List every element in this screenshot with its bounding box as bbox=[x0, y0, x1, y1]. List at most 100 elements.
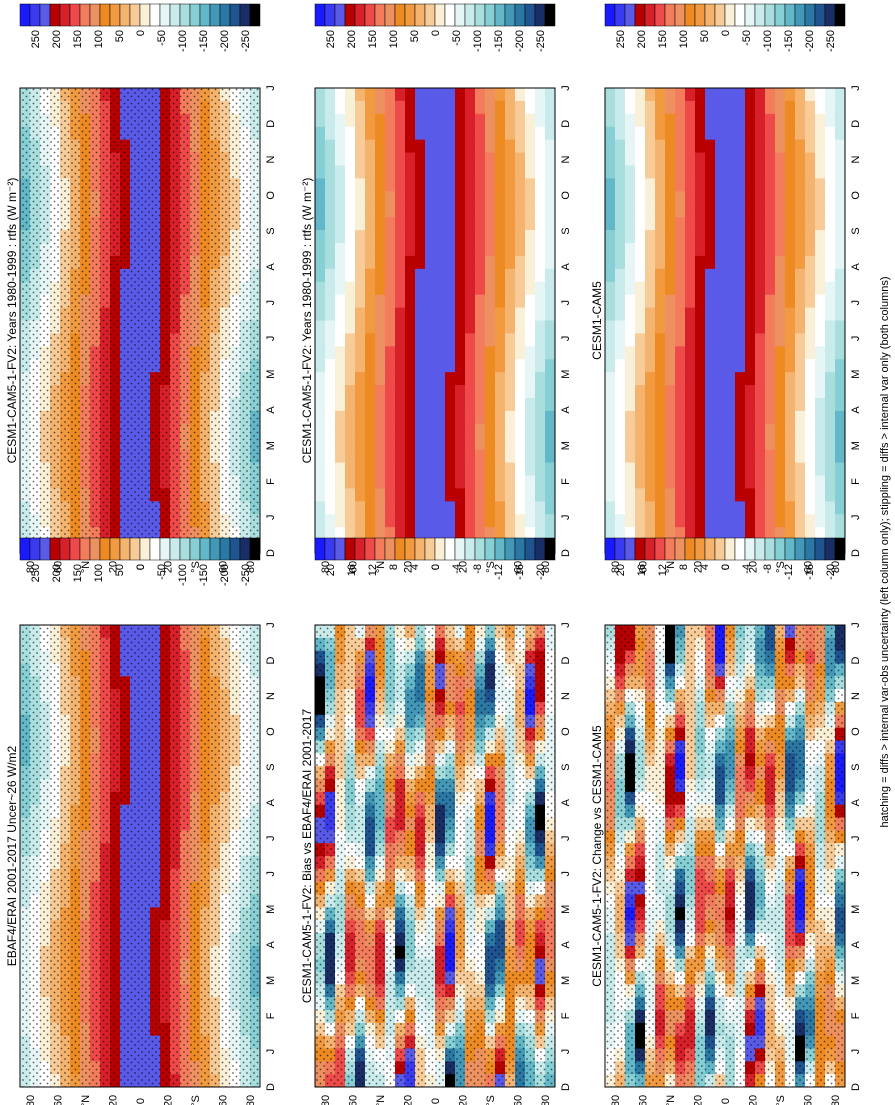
heatmap-cell bbox=[475, 113, 486, 128]
heatmap-cell bbox=[745, 126, 756, 141]
heatmap-cell bbox=[745, 514, 756, 528]
colorbar-swatch bbox=[39, 3, 51, 27]
heatmap-cell bbox=[605, 178, 616, 192]
heatmap-cell bbox=[405, 217, 416, 231]
heatmap-cell bbox=[425, 191, 436, 205]
heatmap-cell bbox=[775, 410, 786, 425]
month-tick-label: M bbox=[850, 441, 862, 450]
heatmap-cell bbox=[545, 255, 556, 270]
colorbar-label: -200 bbox=[219, 564, 231, 586]
heatmap-cell bbox=[535, 243, 546, 257]
heatmap-cell bbox=[405, 88, 416, 102]
heatmap-cell bbox=[395, 165, 406, 179]
heatmap-cell bbox=[765, 436, 776, 451]
heatmap-cell bbox=[335, 152, 346, 166]
heatmap-cell bbox=[505, 88, 516, 102]
heatmap-cell bbox=[345, 100, 356, 115]
heatmap-cell bbox=[525, 268, 536, 283]
colorbar-label: 4 bbox=[699, 564, 711, 570]
heatmap-cell bbox=[465, 281, 476, 296]
heatmap-cell bbox=[605, 320, 616, 334]
heatmap-cell bbox=[615, 152, 626, 166]
heatmap-cell bbox=[505, 191, 516, 205]
heatmap-cell bbox=[665, 152, 676, 166]
heatmap-cell bbox=[655, 204, 666, 218]
colorbar-label: -150 bbox=[783, 30, 795, 52]
colorbar-swatch bbox=[784, 537, 796, 561]
heatmap-cell bbox=[455, 398, 466, 412]
heatmap-cell bbox=[695, 436, 706, 451]
lat-tick-label: 20 bbox=[403, 1095, 415, 1105]
heatmap-cell bbox=[535, 449, 546, 464]
heatmap-cell bbox=[775, 268, 786, 283]
plot-frame bbox=[19, 624, 261, 1088]
heatmap-cell bbox=[815, 191, 826, 205]
heatmap-cell bbox=[795, 88, 806, 102]
heatmap-cell bbox=[625, 527, 636, 541]
colorbar-swatch bbox=[89, 537, 101, 561]
heatmap-cell bbox=[535, 255, 546, 270]
heatmap-cell bbox=[735, 230, 746, 244]
heatmap-cell bbox=[545, 243, 556, 257]
heatmap-cell bbox=[515, 113, 526, 128]
heatmap-cell bbox=[835, 449, 846, 464]
heatmap-cell bbox=[795, 230, 806, 244]
heatmap-cell bbox=[615, 243, 626, 257]
heatmap-cell bbox=[795, 423, 806, 438]
heatmap-cell bbox=[685, 475, 696, 489]
heatmap-cell bbox=[465, 475, 476, 489]
heatmap-cell bbox=[545, 398, 556, 412]
heatmap-cell bbox=[365, 359, 376, 373]
heatmap-cell bbox=[395, 501, 406, 515]
heatmap-cell bbox=[375, 204, 386, 218]
heatmap-cell bbox=[755, 514, 766, 528]
heatmap-cell bbox=[715, 475, 726, 489]
heatmap-cell bbox=[455, 113, 466, 128]
heatmap-cell bbox=[755, 398, 766, 412]
colorbar-swatch bbox=[344, 3, 356, 27]
heatmap-cell bbox=[495, 320, 506, 334]
heatmap-cell bbox=[355, 139, 366, 154]
heatmap-cell bbox=[805, 126, 816, 141]
heatmap-cell bbox=[805, 191, 816, 205]
heatmap-cell bbox=[645, 410, 656, 425]
heatmap-cell bbox=[475, 398, 486, 412]
heatmap-cell bbox=[755, 152, 766, 166]
heatmap-cell bbox=[515, 320, 526, 334]
heatmap-cell bbox=[825, 255, 836, 270]
colorbar-swatch bbox=[724, 537, 736, 561]
heatmap-cell bbox=[755, 385, 766, 399]
heatmap-cell bbox=[385, 423, 396, 438]
heatmap-cell bbox=[625, 113, 636, 128]
heatmap-cell bbox=[535, 126, 546, 141]
heatmap-cell bbox=[415, 307, 426, 321]
heatmap-cell bbox=[765, 152, 776, 166]
heatmap-cell bbox=[765, 178, 776, 192]
heatmap-cell bbox=[605, 462, 616, 476]
colorbar-swatch bbox=[49, 3, 61, 27]
colorbar-swatch bbox=[109, 3, 121, 27]
heatmap-cell bbox=[635, 462, 646, 476]
heatmap-cell bbox=[625, 462, 636, 476]
heatmap-cell bbox=[465, 372, 476, 386]
stipple-overlay bbox=[315, 625, 555, 1087]
heatmap-cell bbox=[635, 165, 646, 179]
heatmap-cell bbox=[415, 178, 426, 192]
heatmap-cell bbox=[775, 204, 786, 218]
heatmap-cell bbox=[545, 152, 556, 166]
heatmap-cell bbox=[445, 372, 456, 386]
heatmap-cell bbox=[675, 165, 686, 179]
heatmap-cell bbox=[525, 398, 536, 412]
heatmap-cell bbox=[415, 126, 426, 141]
heatmap-cell bbox=[635, 527, 646, 541]
heatmap-cell bbox=[625, 501, 636, 515]
heatmap-cell bbox=[725, 398, 736, 412]
heatmap-cell bbox=[725, 501, 736, 515]
heatmap-cell bbox=[775, 113, 786, 128]
heatmap-cell bbox=[505, 307, 516, 321]
heatmap-cell bbox=[765, 139, 776, 154]
heatmap-cell bbox=[755, 372, 766, 386]
colorbar-swatch bbox=[179, 3, 191, 27]
heatmap-cell bbox=[405, 294, 416, 309]
heatmap-cell bbox=[625, 204, 636, 218]
